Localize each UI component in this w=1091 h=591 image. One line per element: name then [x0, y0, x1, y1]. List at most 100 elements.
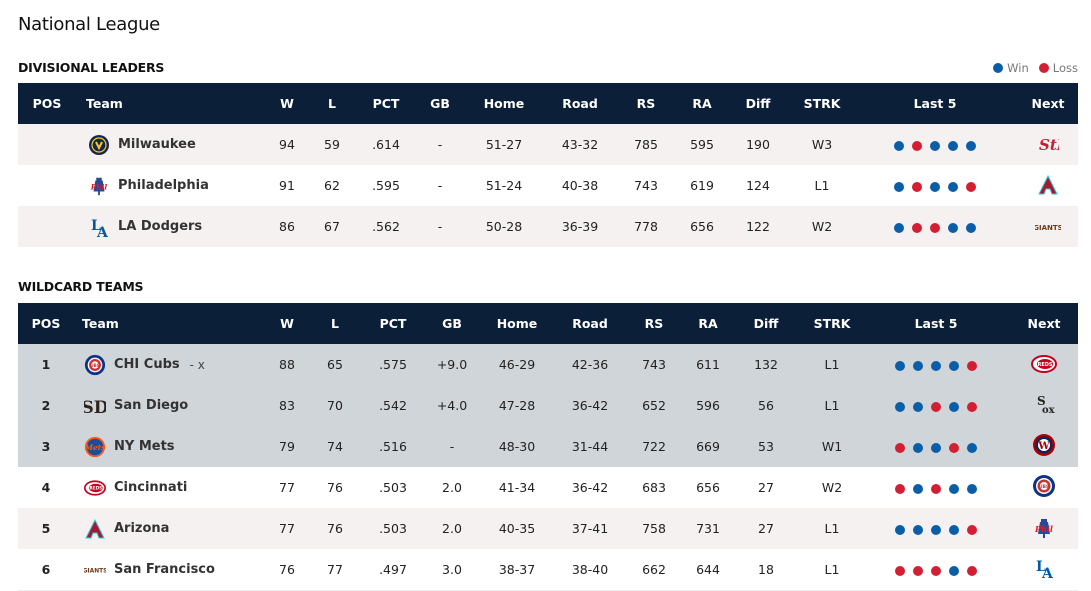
cell-gb: - [437, 219, 443, 234]
column-header-strk[interactable]: STRK [813, 316, 851, 331]
cell-last5 [862, 549, 1010, 591]
svg-text:UBS: UBS [90, 362, 99, 367]
cell-diff: 53 [758, 439, 774, 454]
svg-text:L: L [1036, 559, 1046, 575]
loss-dot-icon [895, 442, 905, 453]
team-name[interactable]: San Francisco [114, 562, 215, 577]
last-5-results [894, 181, 976, 192]
column-header-road[interactable]: Road [562, 96, 598, 111]
cell-rs: 652 [642, 398, 666, 413]
cell-next: REDS [1010, 344, 1078, 385]
column-header-pct[interactable]: PCT [379, 316, 407, 331]
column-header-pct[interactable]: PCT [372, 96, 400, 111]
column-header-rs[interactable]: RS [644, 316, 664, 331]
cell-strk: L1 [814, 178, 830, 193]
column-header-diff[interactable]: Diff [745, 96, 771, 111]
column-header-last5[interactable]: Last 5 [914, 316, 958, 331]
cell-w: 83 [279, 398, 295, 413]
column-header-next[interactable]: Next [1031, 96, 1065, 111]
next-opponent-giants-logo-icon[interactable]: GIANTS [1035, 215, 1061, 239]
column-header-ra[interactable]: RA [692, 96, 712, 111]
column-header-w[interactable]: W [280, 316, 294, 331]
column-header-last5[interactable]: Last 5 [913, 96, 957, 111]
win-dot-icon [931, 442, 941, 453]
column-header-gb[interactable]: GB [442, 316, 462, 331]
cell-w: 94 [279, 137, 295, 152]
table-row[interactable]: Phil Philadelphia 91 62 .595 - 51-24 40-38 743 61… [18, 165, 1078, 206]
win-dot-icon [948, 140, 958, 151]
cell-w: 77 [279, 480, 295, 495]
cell-w: 86 [279, 219, 295, 234]
cell-pos: 3 [41, 439, 51, 454]
column-header-ra[interactable]: RA [698, 316, 718, 331]
table-row[interactable]: 6 GIANTS San Francisco 76 77 .497 3.0 38-37 38-4… [18, 549, 1078, 591]
column-header-l[interactable]: L [331, 316, 339, 331]
loss-dot-icon [931, 483, 941, 494]
column-header-rs[interactable]: RS [636, 96, 656, 111]
column-header-team[interactable]: Team [86, 96, 123, 111]
team-name[interactable]: NY Mets [114, 439, 175, 454]
column-header-l[interactable]: L [328, 96, 336, 111]
cell-next: GIANTS [1018, 206, 1078, 247]
column-header-pos[interactable]: POS [32, 96, 62, 111]
cell-road: 43-32 [561, 137, 599, 152]
column-header-next[interactable]: Next [1027, 316, 1061, 331]
column-header-road[interactable]: Road [572, 316, 608, 331]
column-header-gb[interactable]: GB [430, 96, 450, 111]
cell-l: 70 [327, 398, 343, 413]
cell-home: 40-35 [498, 521, 536, 536]
table-row[interactable]: 5 Arizona 77 76 .503 2.0 40-35 37-41 758 731 27 L1 P… [18, 508, 1078, 549]
cell-l: 76 [327, 480, 343, 495]
column-header-team[interactable]: Team [82, 316, 119, 331]
table-row[interactable]: 1 UBS CHI Cubs - x 88 65 .575 +9.0 46-29 42-36 743… [18, 344, 1078, 385]
cell-diff: 122 [746, 219, 770, 234]
column-header-home[interactable]: Home [483, 96, 525, 111]
cubs-logo-icon: UBS [84, 354, 106, 376]
loss-dot-icon [913, 565, 923, 576]
cell-l: 74 [327, 439, 343, 454]
column-header-strk[interactable]: STRK [803, 96, 841, 111]
next-opponent-cubs-logo-icon[interactable]: UBS [1031, 474, 1057, 498]
team-name[interactable]: Milwaukee [118, 137, 196, 152]
column-header-pos[interactable]: POS [31, 316, 61, 331]
cell-ra: 619 [690, 178, 714, 193]
cell-rs: 778 [634, 219, 658, 234]
cell-ra: 656 [690, 219, 714, 234]
next-opponent-diamondbacks-logo-icon[interactable] [1035, 173, 1061, 197]
cell-gb: - [437, 137, 443, 152]
svg-text:S: S [1037, 394, 1046, 408]
cell-home: 50-28 [485, 219, 523, 234]
next-opponent-reds-logo-icon[interactable]: REDS [1031, 352, 1057, 376]
cell-diff: 190 [746, 137, 770, 152]
cell-ra: 644 [696, 562, 720, 577]
next-opponent-phillies-logo-icon[interactable]: Phil [1031, 516, 1057, 540]
team-name[interactable]: CHI Cubs [114, 357, 180, 372]
table-row[interactable]: 4 REDS Cincinnati 77 76 .503 2.0 41-34 36-42 683 6… [18, 467, 1078, 508]
column-header-diff[interactable]: Diff [753, 316, 779, 331]
next-opponent-cardinals-logo-icon[interactable]: StL [1035, 132, 1061, 156]
loss-dot-icon [912, 222, 922, 233]
team-name[interactable]: Cincinnati [114, 480, 188, 495]
win-dot-icon [894, 181, 904, 192]
cell-gb: +4.0 [436, 398, 468, 413]
cell-team: L A LA Dodgers [76, 206, 262, 247]
team-name[interactable]: Arizona [114, 521, 170, 536]
column-header-home[interactable]: Home [496, 316, 538, 331]
table-row[interactable]: 2 SD San Diego 83 70 .542 +4.0 47-28 36-42 652 596… [18, 385, 1078, 426]
cell-strk: W2 [811, 219, 833, 234]
column-header-w[interactable]: W [280, 96, 294, 111]
table-row[interactable]: 3 Mets NY Mets 79 74 .516 - 48-30 31-44 722 669 53 W… [18, 426, 1078, 467]
legend-loss: Loss [1052, 61, 1078, 75]
cell-pos [18, 124, 76, 165]
last-5-results [895, 483, 977, 494]
team-name[interactable]: LA Dodgers [118, 219, 203, 234]
team-name[interactable]: San Diego [114, 398, 189, 413]
table-row[interactable]: L A LA Dodgers 86 67 .562 - 50-28 36-39 778 656 122… [18, 206, 1078, 247]
table-row[interactable]: Milwaukee 94 59 .614 - 51-27 43-32 785 595 190 W3 S… [18, 124, 1078, 165]
cell-pos: 1 [41, 357, 51, 372]
next-opponent-nationals-logo-icon[interactable]: W [1031, 433, 1057, 457]
team-name[interactable]: Philadelphia [118, 178, 209, 193]
